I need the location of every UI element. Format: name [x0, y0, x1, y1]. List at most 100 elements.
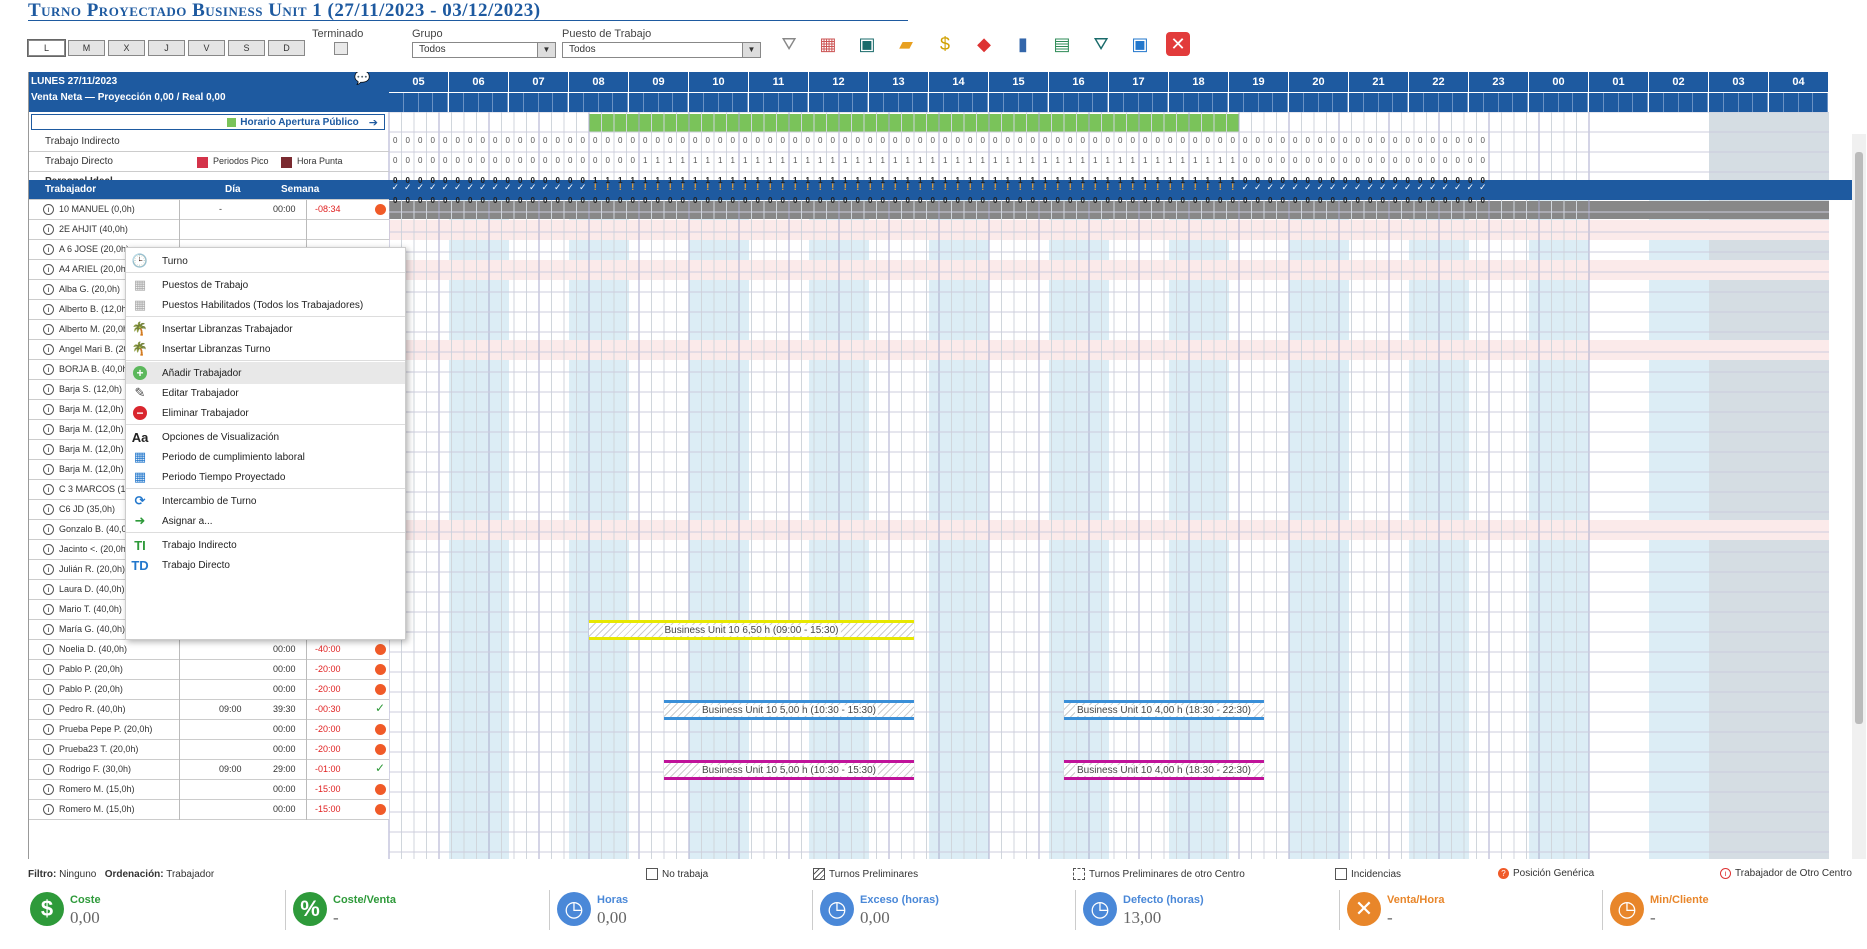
worker-name[interactable]: Laura D. (40,0h) — [59, 584, 125, 594]
vertical-scrollbar[interactable] — [1852, 134, 1866, 859]
menu-item-8[interactable]: Aa Opciones de Visualización — [126, 426, 405, 448]
chart-arrow-icon[interactable]: $ — [939, 33, 950, 54]
context-menu: 🕒 Turno ▦ Puestos de Trabajo ▦ Puestos Habili… — [125, 247, 406, 640]
shift-bar[interactable]: Business Unit 10 4,00 h (18:30 - 22:30) — [1064, 760, 1264, 780]
grupo-select[interactable]: Todos ▼ — [412, 42, 556, 58]
worker-row[interactable]: ı Pablo P. (20,0h) 00:00 -20:00 — [29, 680, 389, 700]
menu-item-9[interactable]: ▦ Periodo de cumplimiento laboral — [126, 446, 405, 468]
worker-name[interactable]: Alberto B. (12,0h) — [59, 304, 130, 314]
col-week[interactable]: Semana — [281, 184, 320, 195]
worker-row[interactable]: ı Noelia D. (40,0h) 00:00 -40:00 — [29, 640, 389, 660]
worker-name[interactable]: Barja M. (12,0h) — [59, 464, 124, 474]
menu-item-13[interactable]: TI Trabajo Indirecto — [126, 534, 405, 556]
comment-icon[interactable]: 💬 — [354, 72, 371, 85]
menu-item-11[interactable]: ⟳ Intercambio de Turno — [126, 490, 405, 512]
worker-name[interactable]: Mario T. (40,0h) — [59, 604, 122, 614]
worker-name[interactable]: Alberto M. (20,0h) — [59, 324, 132, 334]
worker-name[interactable]: Pedro R. (40,0h) — [59, 704, 126, 714]
day-button-x[interactable]: X — [108, 40, 145, 56]
worker-name[interactable]: Noelia D. (40,0h) — [59, 644, 128, 654]
worker-name[interactable]: BORJA B. (40,0h) — [59, 364, 131, 374]
eraser-icon[interactable]: ◆ — [977, 33, 991, 54]
worker-name[interactable]: Romero M. (15,0h) — [59, 784, 135, 794]
day-button-l[interactable]: L — [28, 40, 65, 56]
menu-item-0[interactable]: 🕒 Turno — [126, 250, 405, 272]
menu-item-2[interactable]: ▦ Puestos Habilitados (Todos los Trabajad… — [126, 294, 405, 316]
close-icon[interactable]: ✕ — [1166, 32, 1190, 56]
worker-name[interactable]: A4 ARIEL (20,0h) — [59, 264, 129, 274]
menu-separator — [126, 360, 405, 361]
worker-row[interactable]: ı Pedro R. (40,0h) 09:00 39:30 -00:30 ✓ — [29, 700, 389, 720]
col-day[interactable]: Día — [225, 184, 241, 195]
worker-name[interactable]: Gonzalo B. (40,0h) — [59, 524, 135, 534]
worker-row[interactable]: ı Rodrigo F. (30,0h) 09:00 29:00 -01:00 ✓ — [29, 760, 389, 780]
worker-name[interactable]: Prueba Pepe P. (20,0h) — [59, 724, 153, 734]
save-icon[interactable]: ▣ — [1131, 33, 1149, 54]
bar-chart-icon[interactable]: ▮ — [1018, 33, 1028, 54]
worker-name[interactable]: Rodrigo F. (30,0h) — [59, 764, 132, 774]
menu-item-10[interactable]: ▦ Periodo Tiempo Proyectado — [126, 466, 405, 488]
worker-name[interactable]: Julián R. (20,0h) — [59, 564, 126, 574]
warning-icon: ! — [1193, 182, 1197, 192]
worker-row[interactable]: ı Romero M. (15,0h) 00:00 -15:00 — [29, 780, 389, 800]
worker-name[interactable]: Alba G. (20,0h) — [59, 284, 121, 294]
check-icon: ✓ — [1466, 182, 1475, 192]
shift-bar[interactable]: Business Unit 10 6,50 h (09:00 - 15:30) — [589, 620, 914, 640]
day-button-m[interactable]: M — [68, 40, 105, 56]
worker-name[interactable]: Romero M. (15,0h) — [59, 804, 135, 814]
day-button-s[interactable]: S — [228, 40, 265, 56]
menu-item-6[interactable]: ✎ Editar Trabajador — [126, 382, 405, 404]
worker-name[interactable]: Prueba23 T. (20,0h) — [59, 744, 139, 754]
document-icon[interactable]: ▣ — [858, 33, 876, 54]
menu-item-1[interactable]: ▦ Puestos de Trabajo — [126, 274, 405, 296]
worker-name[interactable]: Barja M. (12,0h) — [59, 424, 124, 434]
hour-column-23: 23 — [1469, 72, 1529, 112]
worker-name[interactable]: Barja S. (12,0h) — [59, 384, 123, 394]
worker-name[interactable]: C 3 MARCOS (12,0h) — [59, 484, 147, 494]
printer-icon[interactable]: ▤ — [1053, 33, 1071, 54]
worker-name[interactable]: Jacinto <. (20,0h) — [59, 544, 129, 554]
horario-apertura-row[interactable]: Horario Apertura Público ➔ — [31, 114, 385, 130]
worker-name[interactable]: 2E AHJIT (40,0h) — [59, 224, 128, 234]
shift-bar[interactable]: Business Unit 10 5,00 h (10:30 - 15:30) — [664, 760, 914, 780]
shift-bar[interactable]: Business Unit 10 5,00 h (10:30 - 15:30) — [664, 700, 914, 720]
funnel-settings-icon[interactable]: ⛛ — [1093, 33, 1109, 54]
menu-item-3[interactable]: 🌴 Insertar Libranzas Trabajador — [126, 318, 405, 340]
day-button-j[interactable]: J — [148, 40, 185, 56]
menu-item-5[interactable]: + Añadir Trabajador — [126, 362, 405, 384]
worker-row[interactable]: ı 10 MANUEL (0,0h) - 00:00 -08:34 — [29, 200, 389, 220]
worker-name[interactable]: Angel Mari B. (20,0h) — [59, 344, 145, 354]
menu-item-4[interactable]: 🌴 Insertar Libranzas Turno — [126, 338, 405, 360]
worker-row[interactable]: ı Prueba Pepe P. (20,0h) 00:00 -20:00 — [29, 720, 389, 740]
day-button-d[interactable]: D — [268, 40, 305, 56]
menu-item-14[interactable]: TD Trabajo Directo — [126, 554, 405, 576]
worker-name[interactable]: Pablo P. (20,0h) — [59, 684, 123, 694]
worker-row[interactable]: ı Pablo P. (20,0h) 00:00 -20:00 — [29, 660, 389, 680]
puesto-select[interactable]: Todos ▼ — [562, 42, 761, 58]
col-worker[interactable]: Trabajador — [45, 184, 97, 195]
terminado-checkbox[interactable] — [334, 42, 348, 55]
calendar-icon[interactable]: ▦ — [819, 33, 837, 54]
filter-icon[interactable]: ⛛ — [781, 33, 797, 54]
hour-label: 18 — [1192, 76, 1205, 88]
scrollbar-thumb[interactable] — [1855, 152, 1863, 724]
worker-name[interactable]: María G. (40,0h) — [59, 624, 126, 634]
worker-row[interactable]: ı Prueba23 T. (20,0h) 00:00 -20:00 — [29, 740, 389, 760]
worker-row[interactable]: ı 2E AHJIT (40,0h) — [29, 220, 389, 240]
worker-name[interactable]: Barja M. (12,0h) — [59, 404, 124, 414]
worker-name[interactable]: Pablo P. (20,0h) — [59, 664, 123, 674]
worker-name[interactable]: Barja M. (12,0h) — [59, 444, 124, 454]
folder-clock-icon[interactable]: ▰ — [899, 33, 913, 54]
shift-bar[interactable]: Business Unit 10 4,00 h (18:30 - 22:30) — [1064, 700, 1264, 720]
day-button-v[interactable]: V — [188, 40, 225, 56]
worker-name[interactable]: A 6 JOSE (20,0h) — [59, 244, 130, 254]
worker-name[interactable]: 10 MANUEL (0,0h) — [59, 204, 135, 214]
check-icon: ✓ — [1266, 182, 1275, 192]
summary-row-1: Trabajo Directo Periodos Pico Hora Punta — [29, 152, 389, 172]
menu-item-12[interactable]: ➜ Asignar a... — [126, 510, 405, 532]
worker-row[interactable]: ı Romero M. (15,0h) 00:00 -15:00 — [29, 800, 389, 820]
worker-name[interactable]: C6 JD (35,0h) — [59, 504, 116, 514]
arrow-right-icon[interactable]: ➔ — [368, 116, 378, 129]
warning-icon: ! — [781, 182, 785, 192]
menu-item-7[interactable]: − Eliminar Trabajador — [126, 402, 405, 424]
